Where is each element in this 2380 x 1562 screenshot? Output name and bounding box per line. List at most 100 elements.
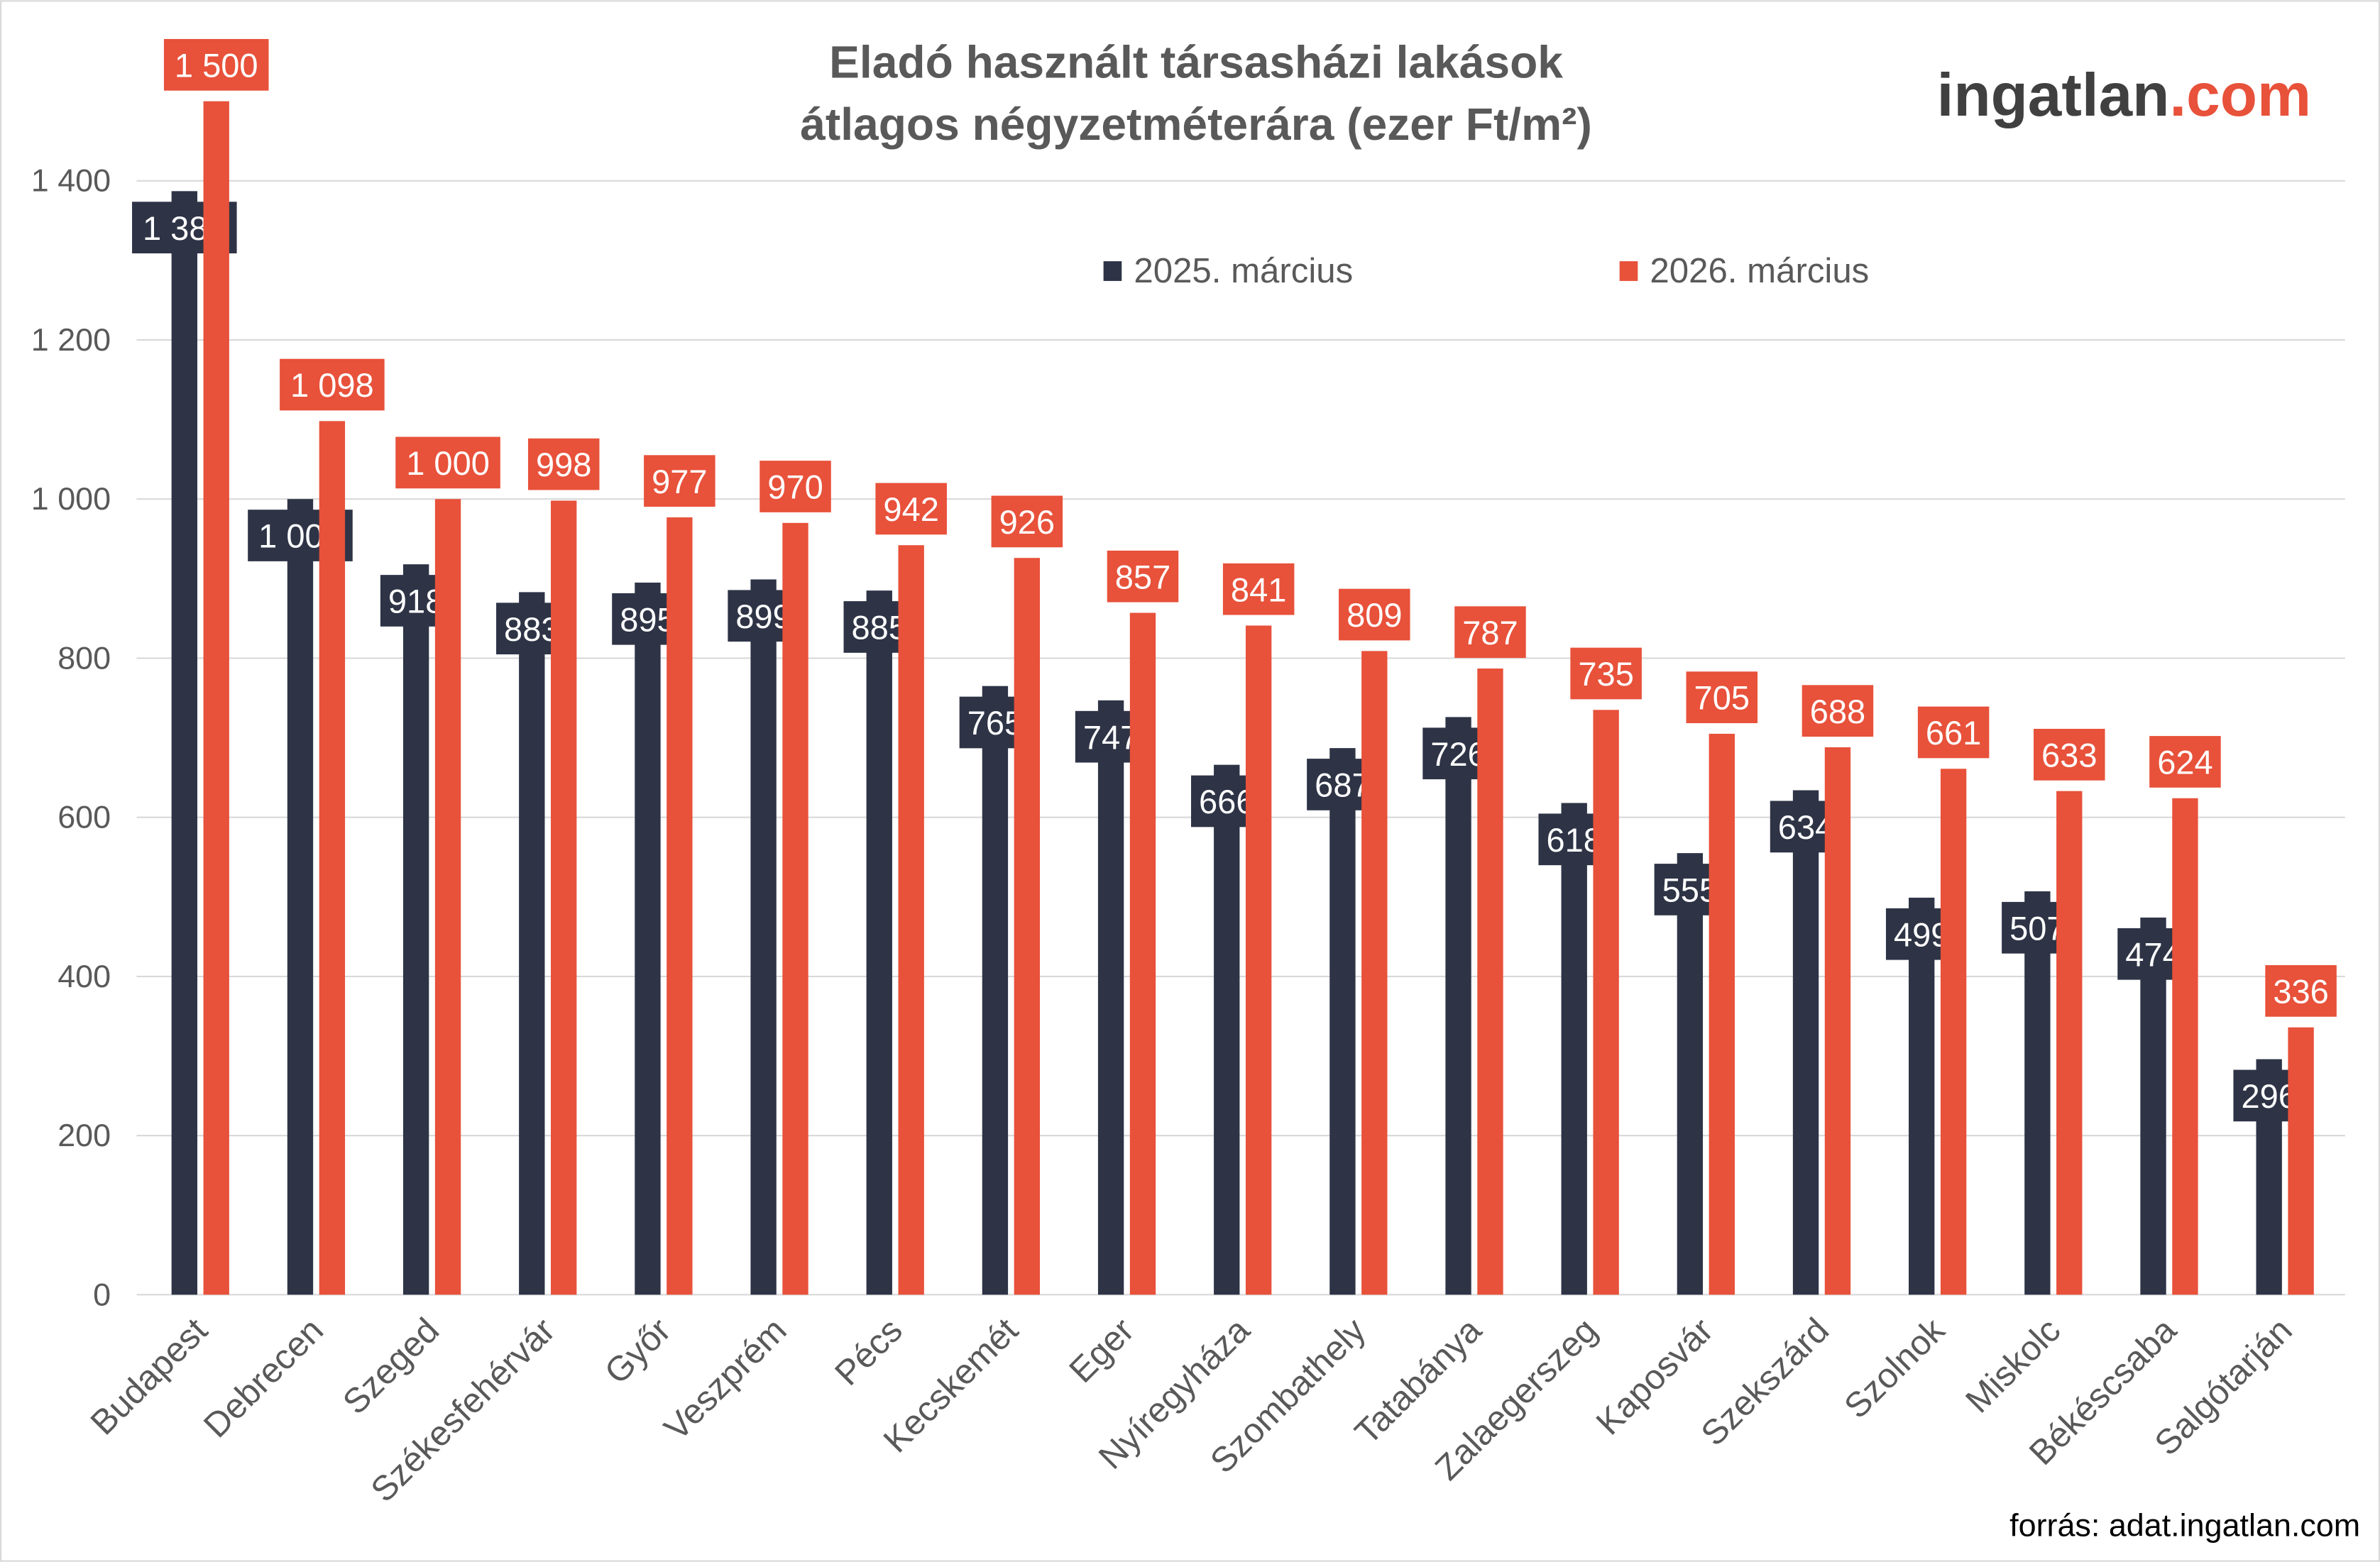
bar-2025 [635, 582, 661, 1295]
bar-2025 [866, 590, 892, 1295]
bar-2026 [1477, 669, 1503, 1295]
bar-2026 [1014, 558, 1041, 1295]
data-label-text: 1 500 [175, 46, 258, 84]
data-label-text: 624 [2157, 744, 2212, 781]
data-label-text: 883 [504, 610, 559, 648]
data-label-box [644, 455, 715, 507]
y-tick-label: 0 [93, 1276, 111, 1312]
data-label-text: 895 [620, 600, 675, 638]
data-label-text: 618 [1546, 821, 1601, 859]
bar-2025 [1792, 790, 1819, 1295]
data-label-text: 926 [999, 503, 1055, 541]
data-label-box [1802, 685, 1874, 737]
data-label-text: 705 [1694, 679, 1750, 717]
data-label-text: 918 [388, 583, 444, 620]
bar-2026 [551, 500, 577, 1295]
data-label-box [1570, 647, 1642, 700]
data-label-box [991, 495, 1063, 548]
data-label-text: 841 [1231, 571, 1286, 608]
bar-2026 [1940, 769, 1967, 1295]
bar-2026 [1593, 710, 1619, 1295]
data-label-box [280, 358, 385, 411]
legend-label-2026: 2026. március [1650, 251, 1869, 290]
bar-2025 [1329, 748, 1356, 1295]
data-label-text: 634 [1778, 808, 1833, 846]
logo-suffix: .com [2169, 62, 2311, 129]
data-label-box [1686, 671, 1758, 723]
bar-2025 [1214, 764, 1240, 1295]
data-label: 1 500 [163, 38, 269, 91]
data-label: 970 [759, 461, 831, 512]
bar-2026 [782, 522, 808, 1295]
data-label-text: 507 [2009, 909, 2065, 947]
bar-2025 [1677, 853, 1704, 1295]
data-label-text: 499 [1894, 915, 1949, 953]
data-label-box [2265, 964, 2337, 1017]
data-label-box [163, 38, 269, 91]
svg-text:ingatlan.com: ingatlan.com [1937, 62, 2311, 129]
bar-2026 [1245, 625, 1272, 1295]
data-label-text: 666 [1199, 783, 1254, 820]
data-label-text: 809 [1347, 596, 1402, 634]
data-label: 661 [1917, 706, 1990, 759]
data-label-text: 998 [536, 446, 591, 483]
legend-swatch-2026 [1619, 261, 1638, 281]
data-label: 633 [2034, 728, 2105, 781]
data-label: 1 000 [395, 436, 500, 489]
bar-2026 [1824, 747, 1851, 1295]
bar-2025 [402, 564, 429, 1295]
data-label-box [2034, 728, 2105, 781]
bar-2026 [667, 517, 693, 1295]
legend-label-2025: 2025. március [1134, 251, 1353, 290]
data-label-box [395, 436, 500, 489]
y-tick-label: 400 [57, 958, 111, 994]
data-label-text: 336 [2273, 972, 2328, 1010]
data-label-text: 296 [2241, 1077, 2296, 1115]
bar-2025 [1909, 897, 1935, 1295]
data-label: 809 [1339, 588, 1410, 641]
data-label-text: 735 [1578, 655, 1633, 693]
data-label-text: 555 [1662, 871, 1718, 909]
data-label-text: 942 [883, 490, 938, 528]
bar-2025 [1445, 717, 1471, 1295]
data-label: 841 [1222, 563, 1295, 615]
data-label: 1 098 [280, 358, 385, 411]
bar-2026 [1709, 733, 1735, 1295]
data-label: 624 [2149, 736, 2221, 788]
legend-swatch-2025 [1103, 261, 1122, 281]
data-label: 336 [2265, 964, 2337, 1017]
bar-2025 [287, 499, 314, 1295]
data-label: 787 [1454, 606, 1526, 659]
data-label-text: 726 [1430, 735, 1486, 773]
data-label-box [1107, 550, 1179, 603]
bar-2025 [519, 592, 545, 1295]
data-label-box [1454, 606, 1526, 659]
data-label-text: 688 [1810, 693, 1865, 730]
data-label-box [1222, 563, 1295, 615]
y-axis: 0 200 400 600 800 1 000 1 200 1 400 [31, 163, 111, 1313]
data-label-text: 687 [1315, 766, 1370, 804]
bar-2025 [2140, 917, 2166, 1295]
bar-2026 [2288, 1027, 2314, 1295]
bar-2026 [434, 499, 461, 1295]
bar-2026 [203, 101, 229, 1295]
logo: ingatlan.com [1937, 62, 2311, 129]
y-tick-label: 800 [57, 639, 111, 676]
data-label: 688 [1802, 685, 1874, 737]
bar-2025 [1097, 700, 1124, 1295]
legend: 2025. március 2026. március [1103, 251, 1869, 290]
data-label-text: 661 [1926, 714, 1981, 752]
bar-2025 [2024, 891, 2051, 1295]
bar-2025 [750, 579, 777, 1295]
bar-2026 [2056, 791, 2083, 1295]
data-label-box [759, 461, 831, 512]
bar-2025 [1561, 803, 1587, 1295]
data-label-text: 787 [1462, 614, 1518, 651]
logo-main: ingatlan [1937, 62, 2170, 129]
data-label-text: 899 [735, 598, 791, 635]
bar-2026 [319, 421, 346, 1295]
y-tick-label: 1 400 [31, 163, 111, 199]
chart-title-line2: átlagos négyzetméterára (ezer Ft/m²) [800, 99, 1592, 150]
